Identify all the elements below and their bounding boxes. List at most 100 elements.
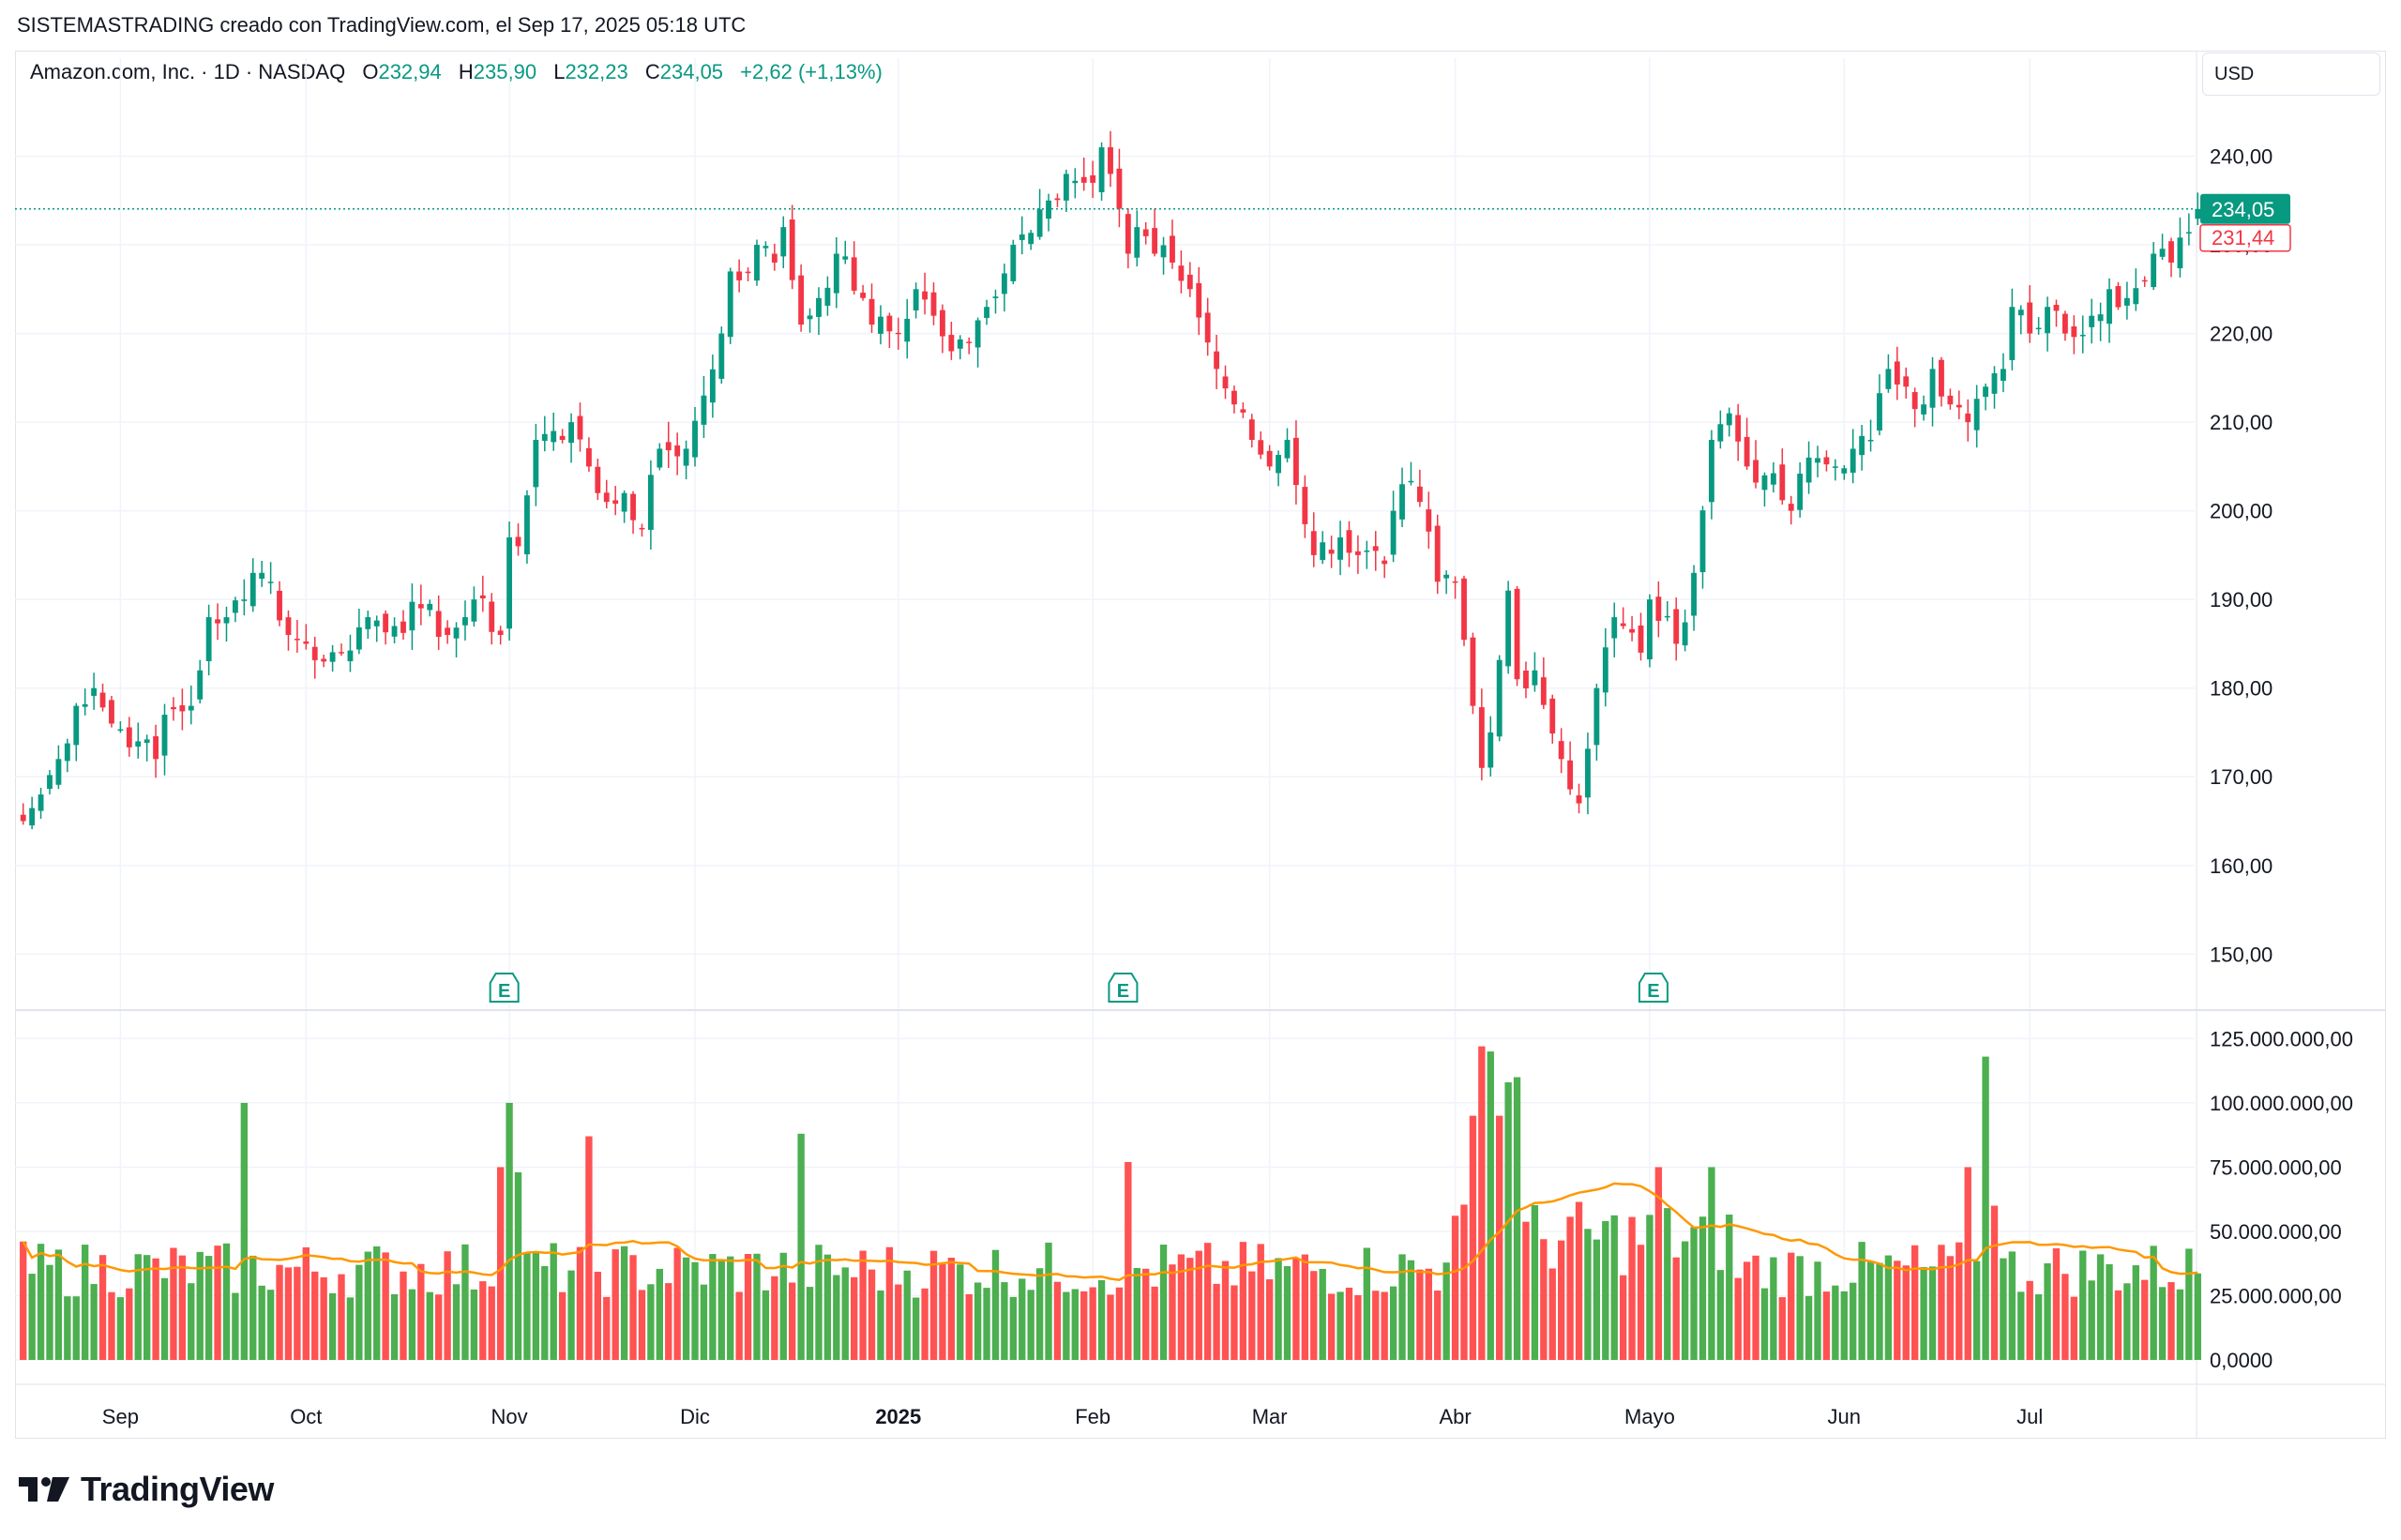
volume-bar[interactable] — [1558, 1240, 1565, 1360]
volume-bar[interactable] — [479, 1281, 487, 1360]
volume-bar[interactable] — [673, 1247, 681, 1360]
volume-bar[interactable] — [506, 1102, 513, 1360]
volume-bar[interactable] — [188, 1283, 195, 1360]
volume-bar[interactable] — [514, 1171, 522, 1360]
candle-body[interactable] — [1072, 180, 1079, 184]
volume-bar[interactable] — [1257, 1244, 1264, 1360]
volume-bar[interactable] — [2096, 1254, 2105, 1360]
volume-bar[interactable] — [859, 1250, 867, 1360]
volume-bar[interactable] — [2132, 1265, 2139, 1360]
volume-bar[interactable] — [541, 1265, 549, 1360]
candle-body[interactable] — [1841, 468, 1848, 474]
volume-bar[interactable] — [1275, 1258, 1282, 1360]
candle-body[interactable] — [886, 315, 893, 332]
volume-bar[interactable] — [488, 1286, 495, 1360]
volume-bar[interactable] — [797, 1133, 805, 1360]
candle-body[interactable] — [1399, 484, 1405, 520]
volume-bar[interactable] — [46, 1264, 53, 1360]
candle-body[interactable] — [1204, 312, 1211, 343]
candle-body[interactable] — [1320, 542, 1326, 561]
candle-body[interactable] — [585, 447, 592, 467]
candle-body[interactable] — [1540, 677, 1547, 705]
volume-bar[interactable] — [550, 1243, 557, 1360]
candle-body[interactable] — [479, 595, 486, 598]
candle-body[interactable] — [2115, 286, 2122, 308]
volume-bar[interactable] — [1654, 1167, 1663, 1360]
volume-bar[interactable] — [2114, 1290, 2122, 1360]
candle-body[interactable] — [657, 448, 663, 468]
volume-bar[interactable] — [2008, 1251, 2016, 1360]
volume-bar[interactable] — [1522, 1221, 1530, 1360]
volume-bar[interactable] — [1496, 1115, 1503, 1360]
candle-body[interactable] — [1063, 174, 1069, 201]
candle-body[interactable] — [940, 310, 945, 337]
candle-body[interactable] — [241, 599, 248, 601]
volume-bar[interactable] — [1884, 1255, 1893, 1360]
volume-bar[interactable] — [1407, 1260, 1415, 1360]
volume-bar[interactable] — [629, 1255, 637, 1360]
candle-body[interactable] — [1788, 504, 1794, 511]
candle-body[interactable] — [692, 420, 698, 458]
volume-bar[interactable] — [1708, 1167, 1715, 1360]
volume-bar[interactable] — [1389, 1286, 1397, 1360]
volume-bar[interactable] — [1398, 1254, 1406, 1360]
volume-bar[interactable] — [28, 1274, 36, 1360]
candle-body[interactable] — [683, 448, 689, 466]
candle-body[interactable] — [1682, 622, 1688, 646]
candle-body[interactable] — [984, 307, 989, 318]
volume-bar[interactable] — [2044, 1262, 2051, 1360]
volume-bar[interactable] — [1354, 1294, 1362, 1360]
volume-bar[interactable] — [1972, 1261, 1981, 1360]
volume-bar[interactable] — [1602, 1220, 1609, 1360]
candle-body[interactable] — [974, 320, 981, 348]
volume-bar[interactable] — [284, 1267, 293, 1360]
candle-body[interactable] — [249, 572, 256, 607]
volume-bar[interactable] — [762, 1290, 770, 1360]
candle-body[interactable] — [383, 613, 389, 633]
volume-bar[interactable] — [143, 1255, 151, 1360]
candle-body[interactable] — [2107, 289, 2112, 325]
candle-body[interactable] — [1532, 670, 1538, 686]
volume-bar[interactable] — [665, 1283, 672, 1360]
candle-body[interactable] — [355, 627, 362, 650]
volume-bar[interactable] — [895, 1284, 902, 1360]
candle-body[interactable] — [1434, 525, 1441, 582]
volume-bar[interactable] — [1778, 1297, 1786, 1360]
candle-body[interactable] — [2097, 314, 2104, 322]
volume-bar[interactable] — [2158, 1287, 2167, 1360]
candle-body[interactable] — [1080, 176, 1087, 183]
volume-bar[interactable] — [338, 1274, 345, 1360]
volume-bar[interactable] — [1876, 1262, 1883, 1360]
candle-body[interactable] — [1647, 599, 1653, 660]
volume-bar[interactable] — [1169, 1264, 1176, 1360]
candle-body[interactable] — [1664, 615, 1670, 618]
volume-bar[interactable] — [1832, 1285, 1839, 1360]
candle-body[interactable] — [161, 715, 168, 756]
candle-body[interactable] — [489, 601, 495, 632]
volume-bar[interactable] — [912, 1297, 920, 1360]
candle-body[interactable] — [2123, 297, 2130, 306]
volume-bar[interactable] — [868, 1269, 876, 1360]
candle-body[interactable] — [1947, 395, 1954, 405]
candle-body[interactable] — [2089, 315, 2095, 327]
volume-bar[interactable] — [2052, 1248, 2061, 1360]
volume-bar[interactable] — [2070, 1296, 2078, 1360]
volume-bar[interactable] — [258, 1285, 265, 1360]
volume-bar[interactable] — [1248, 1271, 1256, 1360]
volume-bar[interactable] — [346, 1297, 355, 1360]
volume-bar[interactable] — [2061, 1274, 2069, 1360]
volume-bar[interactable] — [1850, 1282, 1857, 1360]
candle-body[interactable] — [38, 794, 44, 811]
volume-bar[interactable] — [1866, 1261, 1875, 1360]
candle-body[interactable] — [321, 658, 327, 662]
candle-body[interactable] — [1337, 537, 1343, 560]
candle-body[interactable] — [29, 808, 36, 826]
volume-bar[interactable] — [991, 1249, 1000, 1360]
candle-body[interactable] — [153, 736, 159, 760]
volume-bar[interactable] — [1540, 1239, 1548, 1360]
volume-bar[interactable] — [178, 1255, 187, 1360]
candle-body[interactable] — [1240, 409, 1246, 413]
candle-body[interactable] — [1655, 596, 1662, 621]
volume-bar[interactable] — [470, 1289, 478, 1360]
